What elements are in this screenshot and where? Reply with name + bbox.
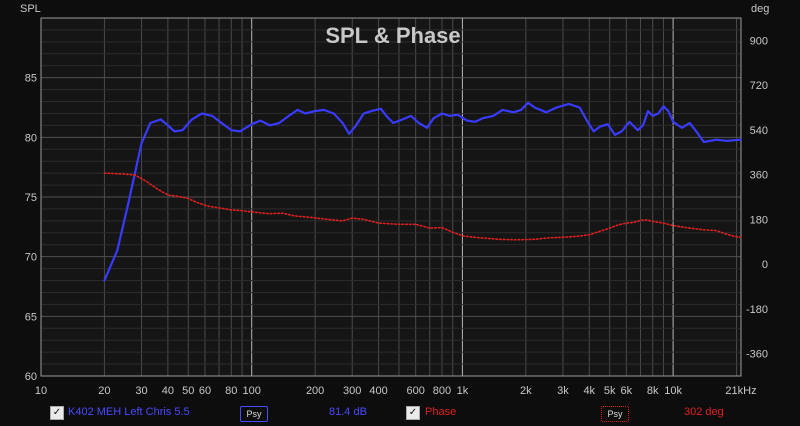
series2-value: 302 deg bbox=[684, 406, 724, 418]
x-tick-label: 6k bbox=[621, 385, 633, 397]
y2-tick-label: 360 bbox=[750, 170, 768, 182]
series1-name: K402 MEH Left Chris 5.5 bbox=[68, 406, 190, 418]
series1-value: 81.4 dB bbox=[329, 406, 367, 418]
x-tick-label: 4k bbox=[583, 385, 595, 397]
x-tick-label: 300 bbox=[343, 385, 361, 397]
y2-tick-label: 720 bbox=[750, 80, 768, 92]
x-tick-label: 10k bbox=[664, 385, 682, 397]
y2-tick-label: -180 bbox=[746, 304, 768, 316]
x-tick-label: 1k bbox=[457, 385, 469, 397]
x-tick-label: 100 bbox=[243, 385, 261, 397]
series1-checkbox[interactable]: ✓ bbox=[50, 406, 64, 420]
x-tick-label: 80 bbox=[225, 385, 237, 397]
tick-labels: 10 20 30 40 50 60 80 100 200 300 400 600 800 1k 2k 3k 4k… bbox=[25, 35, 768, 397]
y2-tick-label: 540 bbox=[750, 125, 768, 137]
y2-tick-label: 0 bbox=[762, 259, 768, 271]
series-layer bbox=[103, 101, 743, 282]
series2-name: Phase bbox=[425, 406, 457, 418]
series2-smoothing-button[interactable]: Psy bbox=[601, 406, 629, 422]
y2-tick-label: 900 bbox=[750, 35, 768, 47]
y2-axis-label: deg bbox=[751, 3, 769, 15]
x-tick-label: 200 bbox=[306, 385, 324, 397]
plot-border bbox=[40, 17, 742, 377]
x-tick-label: 400 bbox=[369, 385, 387, 397]
chart-title: SPL & Phase bbox=[325, 23, 460, 48]
x-tick-label: 800 bbox=[433, 385, 451, 397]
y2-tick-label: -360 bbox=[746, 349, 768, 361]
x-tick-label: 10 bbox=[35, 385, 47, 397]
spl-series-line bbox=[103, 101, 743, 282]
x-tick-label: 40 bbox=[162, 385, 174, 397]
y-axis-label: SPL bbox=[20, 3, 41, 15]
y-tick-label: 60 bbox=[25, 371, 37, 383]
series1-smoothing-button[interactable]: Psy bbox=[240, 406, 268, 422]
x-tick-label: 5k bbox=[604, 385, 616, 397]
y-tick-label: 70 bbox=[25, 252, 37, 264]
y-tick-label: 80 bbox=[25, 132, 37, 144]
series2-checkbox[interactable]: ✓ bbox=[406, 406, 420, 420]
x-tick-label: 20 bbox=[98, 385, 110, 397]
y-tick-label: 65 bbox=[25, 311, 37, 323]
x-tick-label: 60 bbox=[199, 385, 211, 397]
x-tick-label: 2k bbox=[520, 385, 532, 397]
y-tick-label: 85 bbox=[25, 73, 37, 85]
x-tick-label: 50 bbox=[182, 385, 194, 397]
grid bbox=[40, 17, 742, 377]
x-tick-label: 30 bbox=[135, 385, 147, 397]
phase-series-line bbox=[103, 172, 742, 241]
x-tick-label: 600 bbox=[406, 385, 424, 397]
x-tick-label: 3k bbox=[557, 385, 569, 397]
x-tick-label: 21kHz bbox=[725, 385, 756, 397]
y2-tick-label: 180 bbox=[750, 214, 768, 226]
y-tick-label: 75 bbox=[25, 192, 37, 204]
x-tick-label: 8k bbox=[647, 385, 659, 397]
legend-bar: ✓ K402 MEH Left Chris 5.5 Psy 81.4 dB ✓ … bbox=[0, 404, 800, 426]
